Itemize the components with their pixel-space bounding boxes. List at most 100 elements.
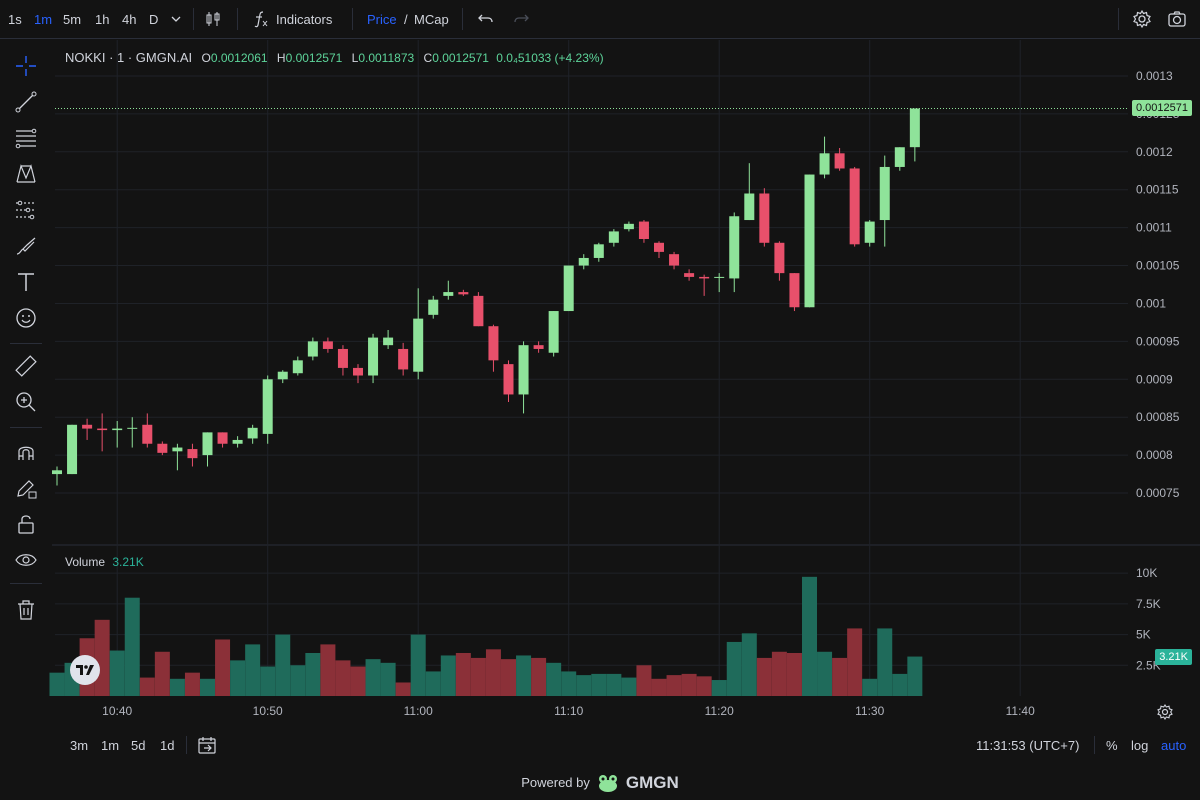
volume-tick-label: 5K bbox=[1136, 628, 1151, 642]
gmgn-frog-icon bbox=[596, 773, 620, 793]
fib-icon[interactable] bbox=[12, 124, 40, 152]
candle-body bbox=[518, 345, 529, 395]
range-1m[interactable]: 1m bbox=[101, 737, 120, 753]
price-tick-label: 0.0012 bbox=[1136, 145, 1173, 159]
trash-icon[interactable] bbox=[12, 596, 40, 624]
indicators-button[interactable]: Indicators bbox=[276, 11, 333, 27]
gear-icon[interactable] bbox=[1132, 0, 1152, 38]
interval-4h[interactable]: 4h bbox=[122, 11, 137, 27]
volume-bar bbox=[651, 678, 667, 696]
powered-by-text: Powered by bbox=[521, 775, 590, 790]
emoji-icon[interactable] bbox=[12, 304, 40, 332]
volume-legend: Volume 3.21K bbox=[65, 555, 144, 569]
volume-label: Volume bbox=[65, 555, 106, 569]
lock-draw-icon[interactable] bbox=[12, 474, 40, 502]
candle-body bbox=[819, 153, 830, 175]
pattern-icon[interactable] bbox=[12, 160, 40, 188]
last-price-tag: 0.0012571 bbox=[1132, 100, 1192, 117]
volume-bar bbox=[139, 677, 155, 696]
redo-icon[interactable] bbox=[512, 0, 530, 38]
volume-bar bbox=[892, 673, 908, 696]
candle-body bbox=[232, 439, 243, 444]
tradingview-logo[interactable] bbox=[70, 655, 100, 685]
candle-body bbox=[533, 345, 544, 349]
interval-1s[interactable]: 1s bbox=[8, 11, 22, 27]
volume-bar bbox=[395, 682, 411, 696]
volume-bar bbox=[215, 639, 231, 696]
volume-bar bbox=[380, 662, 396, 696]
magnet-icon[interactable] bbox=[12, 438, 40, 466]
last-volume-tag: 3.21K bbox=[1155, 648, 1192, 665]
candle-body bbox=[488, 326, 499, 361]
candle-body bbox=[699, 276, 710, 279]
camera-icon[interactable] bbox=[1167, 0, 1187, 38]
interval-1m[interactable]: 1m bbox=[34, 11, 53, 27]
trend-line-icon[interactable] bbox=[12, 88, 40, 116]
range-5d[interactable]: 5d bbox=[131, 737, 146, 753]
mcap-toggle[interactable]: MCap bbox=[414, 11, 449, 27]
undo-icon[interactable] bbox=[477, 0, 495, 38]
range-1d[interactable]: 1d bbox=[160, 737, 175, 753]
price-tick-label: 0.0008 bbox=[1136, 448, 1173, 462]
candle-body bbox=[669, 254, 680, 266]
volume-bar bbox=[290, 665, 306, 696]
volume-bar bbox=[786, 653, 802, 696]
candle-body bbox=[337, 348, 348, 368]
zoom-in-icon[interactable] bbox=[12, 388, 40, 416]
measure-lines-icon[interactable] bbox=[12, 196, 40, 224]
candle-body bbox=[277, 371, 288, 380]
auto-toggle[interactable]: auto bbox=[1161, 737, 1187, 753]
price-tick-label: 0.001 bbox=[1136, 296, 1166, 310]
price-mcap-separator: / bbox=[404, 11, 408, 27]
volume-tick-label: 7.5K bbox=[1136, 597, 1161, 611]
clock-timezone[interactable]: 11:31:53 (UTC+7) bbox=[976, 737, 1080, 753]
volume-bar bbox=[501, 659, 516, 696]
interval-D[interactable]: D bbox=[149, 11, 159, 27]
calendar-icon[interactable] bbox=[197, 730, 217, 760]
top-toolbar: 1s 1m 5m 1h 4h D Indicators Price / MCap bbox=[0, 0, 1200, 38]
volume-bar bbox=[169, 678, 185, 696]
axis-settings-icon[interactable] bbox=[1156, 703, 1174, 721]
candle-body bbox=[353, 367, 363, 376]
candle-body bbox=[789, 273, 800, 308]
log-toggle[interactable]: log bbox=[1131, 737, 1149, 753]
price-toggle[interactable]: Price bbox=[367, 11, 397, 27]
interval-1h[interactable]: 1h bbox=[95, 11, 110, 27]
brush-icon[interactable] bbox=[12, 232, 40, 260]
candle-body bbox=[368, 337, 379, 376]
candle-body bbox=[714, 276, 725, 278]
volume-bar bbox=[576, 675, 592, 696]
price-tick-label: 0.0009 bbox=[1136, 372, 1173, 386]
time-tick-label: 11:00 bbox=[404, 704, 433, 718]
text-icon[interactable] bbox=[12, 268, 40, 296]
candles-icon[interactable] bbox=[204, 0, 222, 38]
ruler-icon[interactable] bbox=[12, 352, 40, 380]
volume-bar bbox=[335, 660, 351, 696]
function-icon[interactable] bbox=[252, 0, 270, 38]
volume-bar bbox=[260, 666, 276, 696]
bottom-toolbar: 3m 1m 5d 1d 11:31:53 (UTC+7) % log auto bbox=[0, 730, 1200, 760]
price-tick-label: 0.00115 bbox=[1136, 183, 1179, 197]
percent-toggle[interactable]: % bbox=[1106, 737, 1118, 753]
lock-icon[interactable] bbox=[12, 510, 40, 538]
volume-bar bbox=[49, 672, 65, 696]
gmgn-brand[interactable]: GMGN bbox=[625, 772, 679, 792]
volume-bar bbox=[124, 597, 140, 696]
candle-body bbox=[909, 108, 920, 148]
interval-5m[interactable]: 5m bbox=[63, 11, 82, 27]
candle-body bbox=[383, 337, 394, 346]
volume-bar bbox=[275, 634, 291, 696]
eye-icon[interactable] bbox=[12, 546, 40, 574]
candle-body bbox=[654, 242, 664, 252]
range-3m[interactable]: 3m bbox=[70, 737, 89, 753]
price-tick-label: 0.00105 bbox=[1136, 259, 1180, 273]
candle-body bbox=[578, 257, 589, 266]
volume-bar bbox=[350, 666, 366, 696]
candle-body bbox=[849, 168, 860, 245]
crosshair-icon[interactable] bbox=[12, 52, 40, 80]
time-tick-label: 11:10 bbox=[554, 704, 583, 718]
chevron-down-icon[interactable] bbox=[170, 0, 182, 38]
low-key: L bbox=[351, 51, 359, 65]
symbol-title[interactable]: NOKKI · 1 · GMGN.AI bbox=[65, 50, 193, 65]
